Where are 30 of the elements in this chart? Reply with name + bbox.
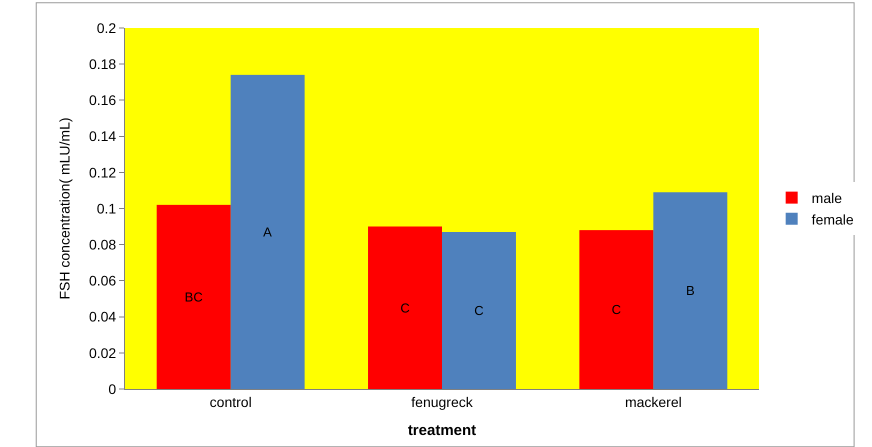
x-tick-label: fenugreck — [411, 394, 474, 410]
y-tick-label: 0.06 — [88, 272, 116, 289]
bar — [230, 74, 305, 389]
bar — [156, 204, 231, 389]
data-label: B — [686, 283, 695, 298]
y-tick-label: 0.02 — [88, 344, 116, 361]
y-tick-label: 0.16 — [88, 92, 116, 108]
bar — [579, 230, 654, 389]
data-label: A — [263, 224, 272, 240]
legend-label: female — [812, 211, 854, 228]
data-label: C — [400, 300, 410, 316]
legend-label: male — [812, 190, 842, 206]
data-label: BC — [184, 289, 203, 304]
y-tick-label: 0.1 — [96, 200, 116, 216]
bar — [653, 192, 728, 389]
y-tick-label: 0.2 — [96, 20, 116, 36]
bar — [368, 226, 442, 389]
y-tick-label: 0.08 — [88, 236, 116, 252]
data-label: C — [612, 302, 622, 318]
y-tick-label: 0.04 — [88, 308, 116, 325]
y-tick-label: 0.12 — [88, 164, 116, 180]
x-tick-label: mackerel — [624, 394, 682, 410]
data-label: C — [474, 302, 484, 318]
y-tick-label: 0 — [108, 380, 116, 397]
y-tick-label: 0.18 — [88, 56, 116, 72]
y-tick-label: 0.14 — [88, 128, 116, 144]
y-axis-title: FSH concentration( mLU/mL) — [56, 117, 73, 300]
x-axis-title: treatment — [408, 422, 476, 439]
bar — [442, 232, 516, 389]
x-tick-label: control — [210, 394, 252, 410]
